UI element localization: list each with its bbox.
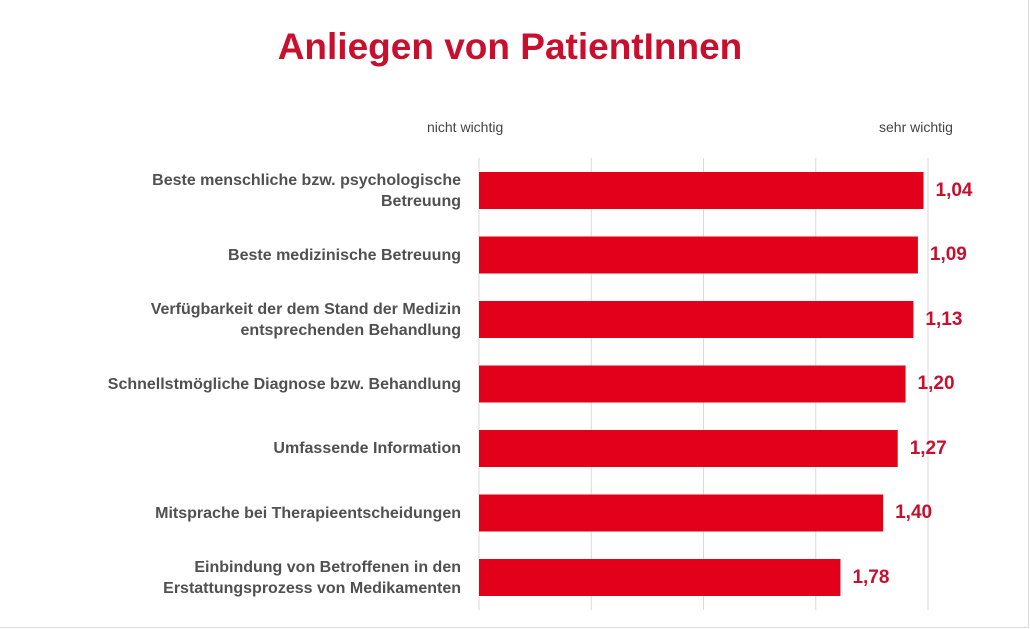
bar-value-label: 1,78: [852, 566, 890, 588]
category-label: Umfassende Information: [1, 438, 461, 459]
bar: [479, 494, 884, 532]
bar-value-label: 1,27: [909, 437, 947, 459]
bar: [479, 365, 906, 403]
bar: [479, 172, 924, 209]
category-label-line: Beste menschliche bzw. psychologische: [152, 171, 461, 189]
axis-hint-very-important: sehr wichtig: [879, 119, 953, 135]
category-label-line: Umfassende Information: [273, 440, 461, 457]
category-label-line: Betreuung: [381, 192, 461, 210]
bar: [479, 301, 914, 338]
category-label-line: Einbindung von Betroffenen in den: [194, 558, 461, 576]
category-label: Einbindung von Betroffenen in den Erstatt…: [1, 557, 461, 599]
category-label-line: Verfügbarkeit der dem Stand der Medizin: [150, 300, 461, 318]
category-label: Schnellstmögliche Diagnose bzw. Behandlu…: [1, 374, 461, 395]
category-label-line: Schnellstmögliche Diagnose bzw. Behandlu…: [107, 375, 461, 393]
bar-value-label: 1,13: [925, 308, 963, 330]
bar-value-label: 1,40: [895, 502, 933, 523]
bar-value-label: 1,20: [917, 373, 955, 394]
axis-hint-not-important: nicht wichtig: [427, 119, 504, 135]
category-label: Beste menschliche bzw. psychologische Bet…: [1, 170, 461, 212]
chart-title: Anliegen von PatientInnen: [277, 26, 743, 67]
category-label: Verfügbarkeit der dem Stand der Medizin e…: [1, 299, 461, 341]
bar-value-label: 1,04: [935, 179, 973, 201]
category-label: Beste medizinische Betreuung: [1, 245, 461, 266]
bar: [479, 430, 898, 467]
bar: [479, 236, 918, 274]
category-label-line: Mitsprache bei Therapieentscheidungen: [155, 504, 461, 522]
bar: [479, 559, 841, 596]
category-label: Mitsprache bei Therapieentscheidungen: [1, 503, 461, 524]
bar-value-label: 1,09: [929, 244, 967, 265]
category-label-line: entsprechenden Behandlung: [240, 321, 461, 339]
category-label-line: Beste medizinische Betreuung: [228, 246, 461, 264]
category-label-line: Erstattungsprozess von Medikamenten: [163, 579, 461, 597]
